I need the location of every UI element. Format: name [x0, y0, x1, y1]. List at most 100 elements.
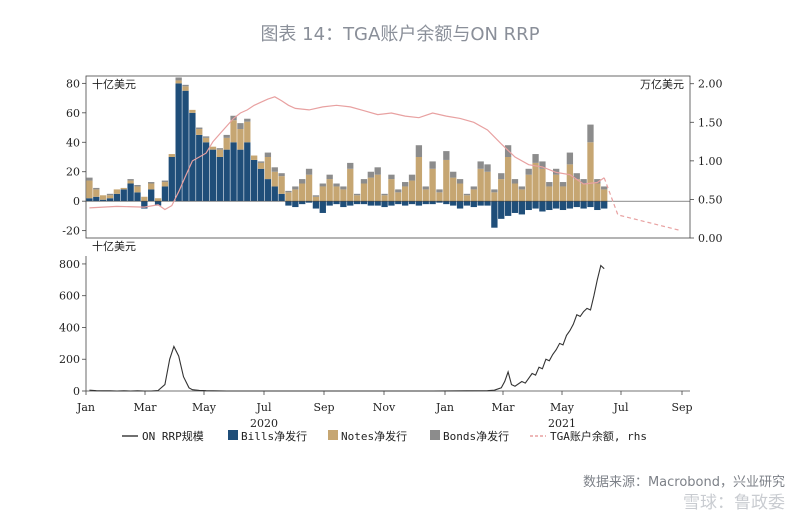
- notes-bar: [196, 129, 203, 135]
- notes-bar: [168, 154, 175, 157]
- bottom-x-tick-label: Jul: [255, 401, 271, 414]
- bonds-bar: [278, 173, 285, 177]
- bills-bar: [326, 201, 333, 206]
- bonds-bar: [539, 161, 546, 169]
- bottom-x-tick-label: Jan: [76, 401, 95, 414]
- bonds-bar: [470, 186, 477, 190]
- bills-bar: [333, 201, 340, 205]
- legend-label-notes: Notes净发行: [341, 429, 407, 443]
- bottom-y-tick-label: 600: [59, 290, 80, 303]
- bottom-x-tick-label: May: [192, 401, 217, 414]
- bonds-bar: [292, 186, 299, 190]
- bills-bar: [106, 198, 114, 202]
- bonds-bar: [182, 84, 189, 87]
- legend-item-bonds: Bonds净发行: [430, 429, 509, 443]
- bonds-bar: [546, 182, 553, 187]
- notes-bar: [436, 192, 443, 202]
- bonds-bar: [367, 171, 374, 178]
- notes-bar: [264, 157, 272, 180]
- notes-bar: [216, 149, 223, 157]
- bills-bar: [230, 142, 237, 202]
- bonds-bar: [127, 179, 134, 181]
- bills-bar: [113, 193, 121, 202]
- notes-bar: [86, 180, 93, 199]
- bills-bar: [429, 201, 436, 205]
- top-left-tick-label: 80: [66, 77, 80, 90]
- bonds-bar: [525, 168, 532, 175]
- bills-bar: [415, 201, 423, 206]
- bonds-bar: [175, 77, 182, 81]
- notes-bar: [244, 121, 251, 143]
- bonds-bar: [216, 148, 223, 150]
- bottom-x-tick-label: May: [550, 401, 575, 414]
- bills-bar: [573, 201, 580, 208]
- bills-bar: [601, 201, 608, 209]
- notes-bar: [395, 192, 402, 202]
- bills-bar: [299, 201, 306, 205]
- bonds-bar: [532, 154, 539, 163]
- bills-bar: [312, 201, 320, 209]
- bonds-bar: [161, 180, 169, 183]
- bonds-bar: [511, 179, 519, 184]
- notes-bar: [278, 176, 285, 194]
- bills-bar: [360, 201, 368, 205]
- bills-bar: [93, 196, 100, 202]
- bonds-bar: [580, 179, 587, 184]
- bills-bar: [305, 201, 313, 203]
- notes-bar: [511, 183, 519, 202]
- notes-bar: [498, 179, 505, 202]
- notes-bar: [532, 162, 539, 202]
- bonds-bar: [553, 168, 560, 175]
- top-left-tick-label: 40: [66, 136, 80, 149]
- bonds-bar: [518, 186, 525, 190]
- bills-bar: [594, 201, 601, 211]
- notes-bar: [566, 164, 574, 202]
- bills-bar: [511, 201, 519, 213]
- bills-bar: [161, 186, 169, 202]
- bonds-bar: [134, 184, 141, 187]
- bills-bar: [587, 201, 594, 208]
- bills-bar: [470, 201, 477, 208]
- bottom-x-tick-label: Sep: [313, 401, 334, 414]
- bills-bar: [168, 157, 175, 202]
- bills-bar: [154, 201, 162, 206]
- onrrp-lines: [89, 264, 605, 392]
- bonds-bar: [374, 167, 381, 175]
- bills-bar: [388, 201, 395, 206]
- notes-bar: [381, 195, 388, 202]
- bills-bar: [484, 201, 491, 206]
- watermark: 雪球：鲁政委: [683, 493, 785, 513]
- bonds-bar: [237, 123, 244, 130]
- bonds-bar: [196, 127, 203, 130]
- bonds-bar: [264, 152, 272, 157]
- notes-bar: [429, 168, 436, 202]
- bills-bar: [518, 201, 525, 215]
- bills-bar: [319, 201, 326, 213]
- notes-bar: [305, 174, 313, 202]
- bonds-bar: [257, 161, 265, 163]
- top-left-tick-label: 20: [66, 166, 80, 179]
- bills-bar: [209, 149, 217, 202]
- notes-bar: [251, 155, 258, 160]
- legend-label-bills: Bills净发行: [241, 429, 307, 443]
- bottom-x-tick-label: Sep: [671, 401, 692, 414]
- bills-bar: [443, 201, 450, 205]
- notes-bar: [463, 195, 471, 202]
- bills-bar: [477, 201, 484, 206]
- bottom-y-tick-label: 400: [59, 321, 80, 334]
- tga-balance-line: [89, 96, 605, 211]
- bills-bar: [148, 189, 155, 202]
- notes-bar: [594, 183, 601, 202]
- notes-bar: [113, 189, 121, 194]
- bills-bar: [292, 201, 299, 208]
- bonds-bar: [86, 177, 93, 181]
- bottom-x-tick-label: Jan: [435, 401, 454, 414]
- top-right-tick-label: 2.00: [698, 78, 723, 91]
- bottom-y-tick-label: 800: [59, 258, 80, 271]
- bills-bar: [436, 201, 443, 203]
- bonds-bar: [333, 183, 340, 187]
- notes-bar: [175, 80, 182, 84]
- bottom-x-tick-label: Mar: [133, 401, 157, 414]
- notes-bar: [347, 168, 354, 202]
- bills-bar: [182, 90, 189, 202]
